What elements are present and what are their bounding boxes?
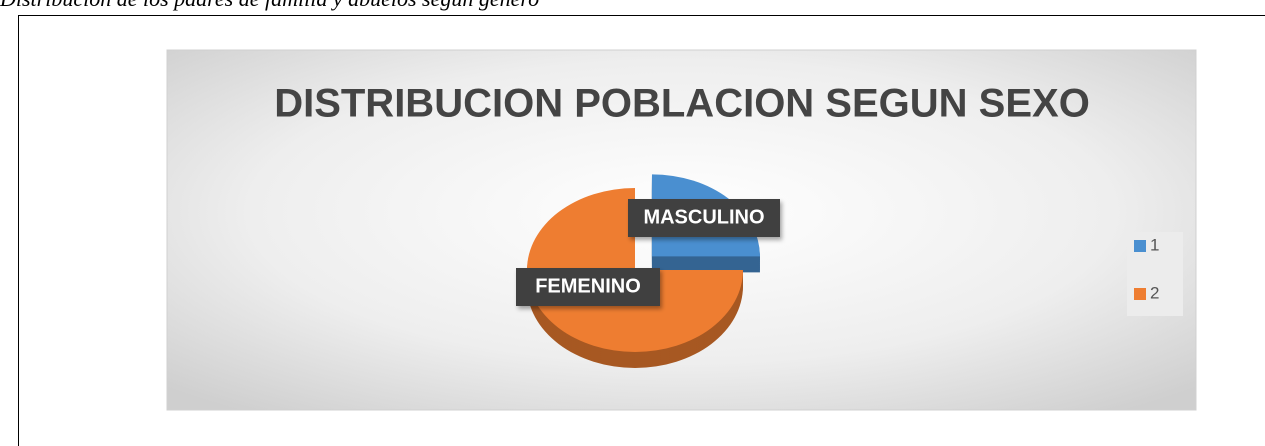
legend-label: 1 <box>1150 235 1159 254</box>
chart-title: DISTRIBUCION POBLACION SEGUN SEXO <box>274 82 1090 126</box>
data-label: FEMENINO <box>535 275 641 297</box>
data-label: MASCULINO <box>643 206 764 228</box>
legend-swatch <box>1134 288 1146 300</box>
data-label-box <box>516 268 660 306</box>
caption: Distribución de los padres de familia y … <box>0 0 539 12</box>
legend-label: 2 <box>1150 283 1159 302</box>
frame <box>18 15 1265 446</box>
legend-swatch <box>1134 240 1146 252</box>
data-label-box <box>628 199 780 237</box>
